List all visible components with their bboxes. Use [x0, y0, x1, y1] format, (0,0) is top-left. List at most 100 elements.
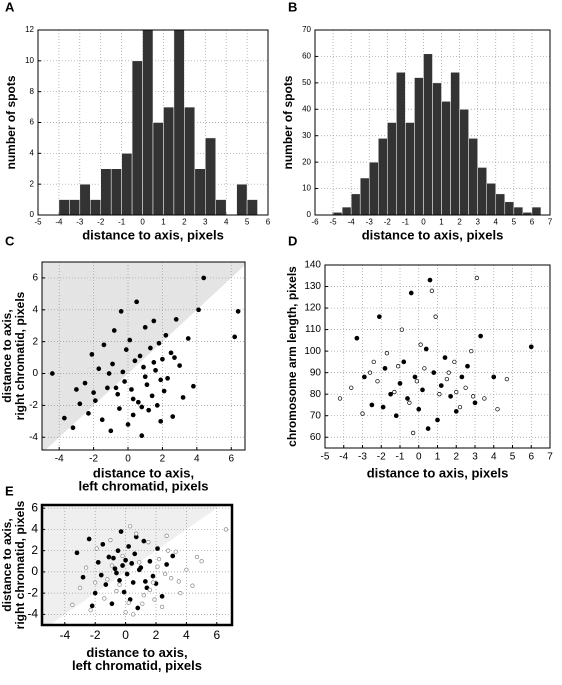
point — [115, 548, 121, 554]
point — [176, 579, 181, 584]
x-tick-label: 1 — [435, 452, 441, 463]
x-tick-label: 2 — [153, 628, 160, 642]
bar — [110, 168, 122, 216]
x-tick-label: -4 — [55, 454, 64, 465]
point — [144, 382, 150, 388]
point — [80, 574, 86, 580]
point — [91, 390, 96, 395]
y-tick-label: 12 — [25, 25, 34, 34]
y-tick-label: 20 — [302, 157, 311, 166]
y-tick-label: 90 — [310, 367, 322, 378]
point — [159, 604, 165, 610]
point — [149, 393, 155, 399]
point — [118, 309, 124, 314]
point — [152, 597, 157, 602]
point — [74, 387, 79, 392]
point — [130, 580, 136, 585]
point — [469, 348, 474, 354]
y-tick-label: 80 — [310, 389, 322, 400]
y-tick-label: 0 — [31, 564, 38, 578]
point — [134, 531, 139, 536]
x-axis-label: distance to axis, pixels — [367, 465, 509, 480]
point — [164, 562, 169, 567]
x-axis-label: distance to axis, — [86, 645, 187, 660]
bar — [387, 122, 397, 216]
bar — [396, 72, 406, 216]
point — [474, 275, 480, 281]
point — [173, 549, 178, 554]
point — [158, 377, 164, 383]
x-tick-label: -2 — [97, 217, 105, 226]
point — [122, 379, 127, 384]
x-tick-label: 4 — [194, 454, 200, 465]
x-tick-label: -2 — [90, 628, 101, 642]
point — [131, 612, 136, 617]
point — [349, 385, 354, 390]
point — [112, 566, 118, 572]
x-tick-label: 5 — [245, 217, 250, 226]
plot-frame — [324, 264, 551, 449]
point — [147, 558, 153, 564]
point — [369, 402, 375, 408]
point — [89, 603, 95, 609]
y-tick-label: 70 — [310, 410, 322, 421]
point — [124, 571, 130, 577]
point — [126, 600, 131, 605]
point — [117, 582, 122, 587]
bar — [423, 53, 433, 216]
y-tick-label: 100 — [304, 346, 321, 357]
bar — [468, 138, 478, 216]
y-tick-label: 50 — [302, 78, 311, 87]
point — [354, 335, 360, 341]
bar — [152, 122, 164, 216]
x-tick-label: 0 — [421, 217, 426, 226]
x-tick-label: -1 — [118, 217, 126, 226]
point — [114, 570, 119, 576]
point — [163, 332, 169, 338]
point — [166, 548, 171, 553]
y-tick-label: 0 — [307, 210, 312, 219]
point — [408, 290, 414, 296]
point — [384, 351, 390, 356]
point — [178, 590, 183, 596]
point — [190, 583, 195, 588]
point — [162, 571, 168, 577]
point — [151, 360, 157, 365]
point — [232, 334, 238, 340]
panel-label: C — [5, 233, 15, 248]
point — [437, 392, 442, 397]
point — [141, 538, 147, 544]
bar — [205, 137, 216, 216]
x-tick-label: 1 — [439, 217, 444, 226]
point — [135, 399, 141, 405]
x-tick-label: 0 — [125, 454, 131, 465]
x-tick-label: -5 — [330, 217, 338, 226]
x-tick-label: -5 — [34, 217, 42, 226]
point — [92, 590, 98, 596]
point — [130, 396, 136, 402]
point — [110, 361, 115, 367]
x-tick-label: 4 — [224, 217, 229, 226]
point — [235, 309, 241, 314]
point — [150, 580, 156, 585]
point — [120, 369, 126, 375]
point — [129, 561, 135, 566]
point — [422, 366, 427, 371]
bar — [131, 60, 143, 216]
point — [99, 417, 105, 423]
point — [470, 394, 476, 399]
point — [156, 557, 162, 562]
y-tick-label: 30 — [302, 131, 311, 140]
point — [123, 347, 129, 352]
point — [463, 385, 468, 390]
point — [120, 553, 125, 559]
point — [146, 540, 151, 545]
point — [429, 288, 435, 293]
y-tick-label: 0 — [32, 368, 38, 379]
point — [132, 358, 138, 364]
point — [420, 387, 425, 393]
bar — [194, 168, 206, 216]
y-tick-label: 10 — [302, 184, 311, 193]
point — [397, 381, 403, 386]
